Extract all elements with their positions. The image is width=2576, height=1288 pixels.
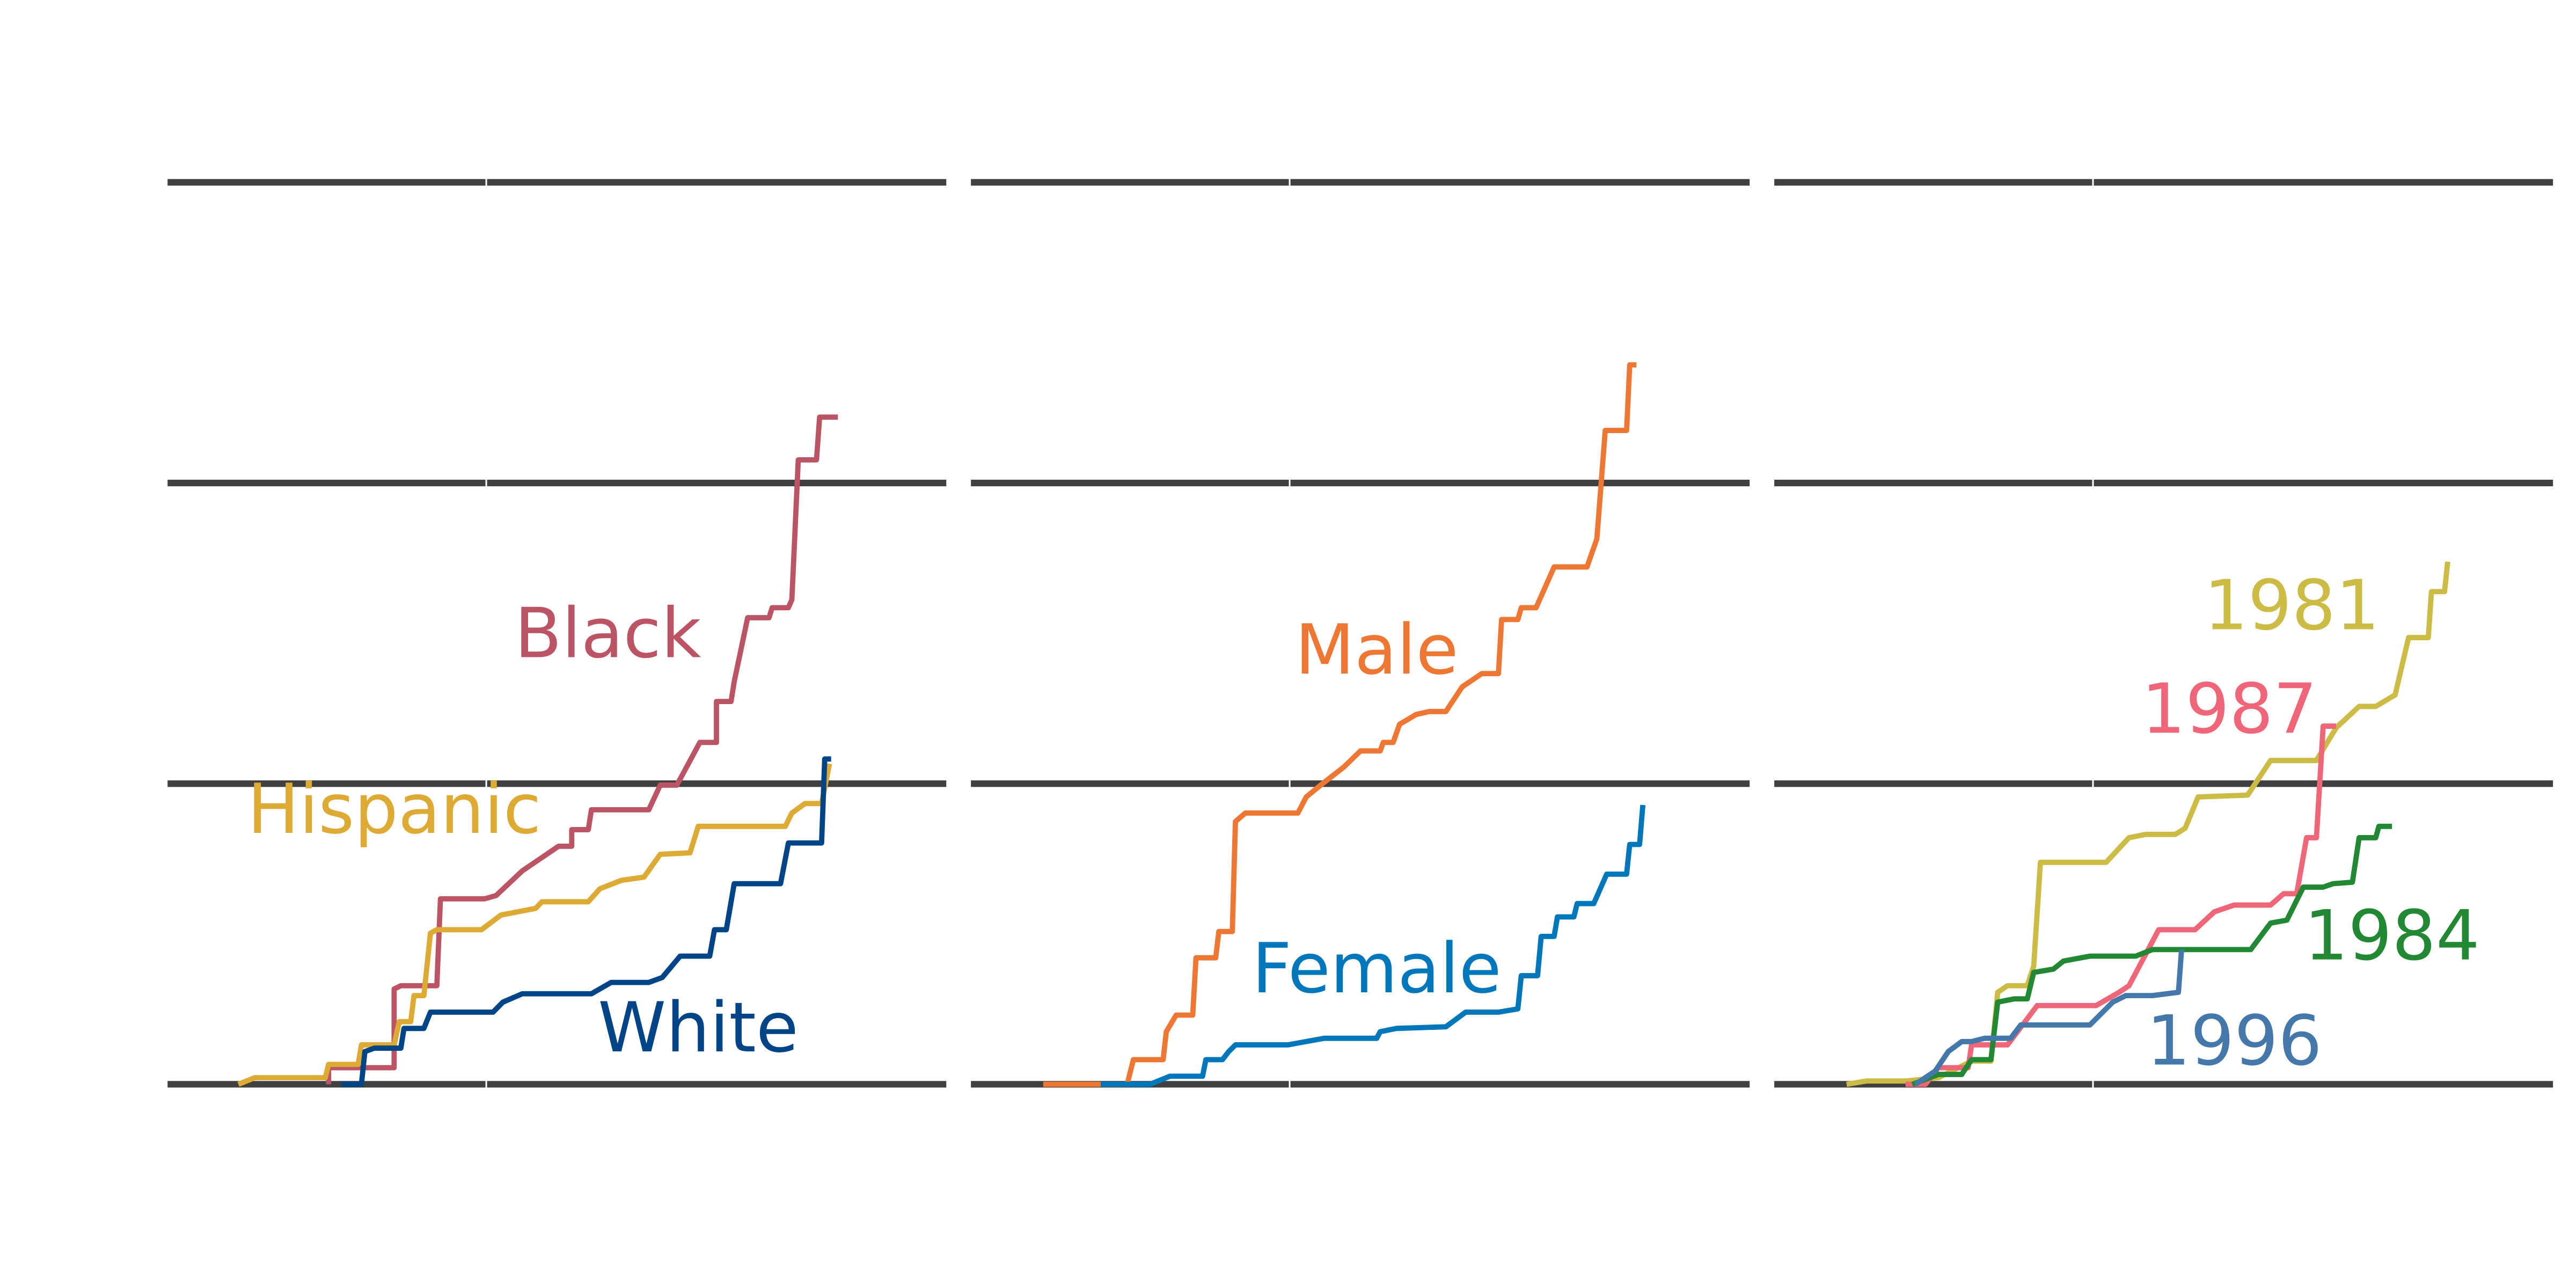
series-line-1987 [1905,723,2337,1087]
series-line-female [1101,804,1646,1087]
series-line-male [1043,362,1637,1087]
series-label-male: Male [1295,610,1459,690]
series-label-1996: 1996 [2147,1001,2322,1081]
series-label-1984: 1984 [2304,896,2480,976]
series-label-white: White [598,988,799,1068]
panel-cohort: 1981 1987 1984 1996 [1774,177,2553,1089]
series-line-white [341,756,831,1087]
series-line-hispanic [237,763,832,1087]
series-label-1981: 1981 [2204,566,2380,646]
series-label-black: Black [515,594,701,674]
series-label-female: Female [1252,929,1502,1009]
series-label-1987: 1987 [2141,669,2317,749]
series-label-hispanic: Hispanic [247,770,541,850]
panel-sex: Male Female [971,177,1750,1089]
series-line-1984 [1911,823,2392,1087]
series-line-black [326,414,838,1085]
panel-race: Black Hispanic White [167,177,947,1089]
series-line-1996 [1914,949,2184,1087]
